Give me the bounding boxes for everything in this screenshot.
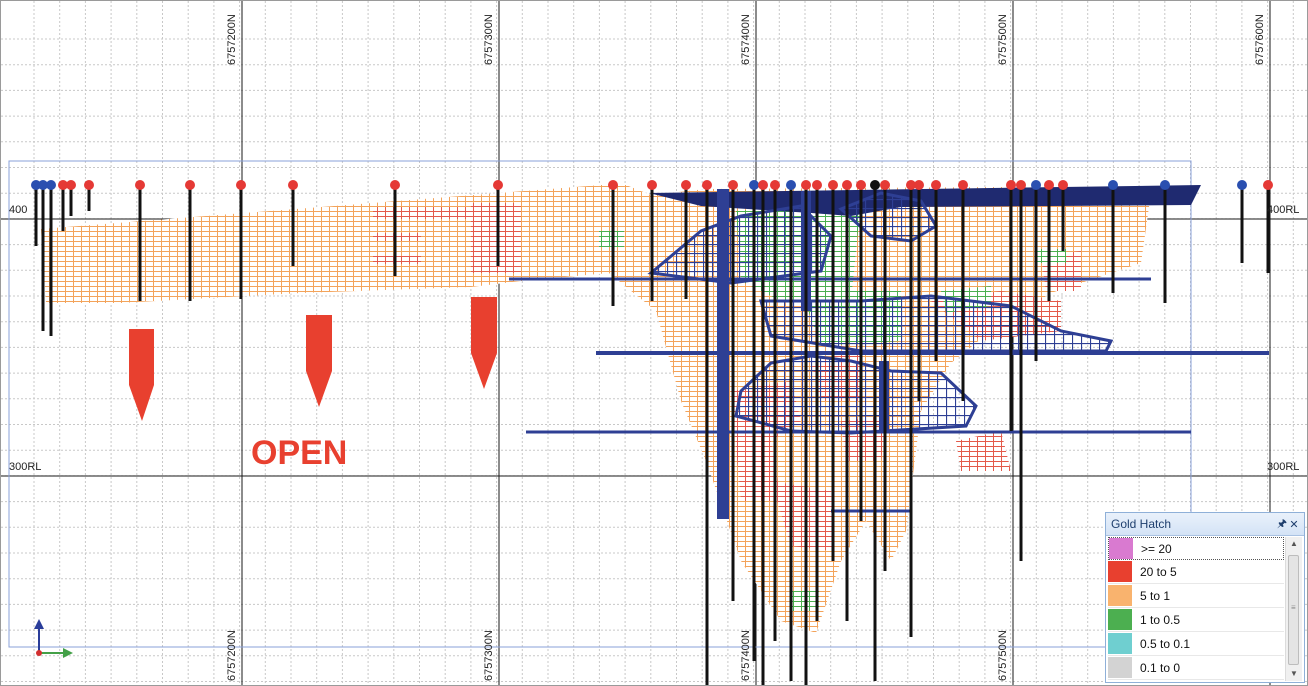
drillhole-collar (702, 180, 712, 190)
legend-item[interactable]: 5 to 1 (1108, 584, 1284, 608)
drillhole-traces (34, 185, 1270, 685)
pin-icon[interactable]: 🖈 (1276, 517, 1288, 530)
drillhole-collar (38, 180, 48, 190)
northing-label: 6757500N (997, 14, 1009, 65)
scroll-up-arrow-icon[interactable]: ▲ (1290, 539, 1298, 548)
legend-swatch (1108, 609, 1132, 630)
drillhole-collar (1006, 180, 1016, 190)
drillhole-collars (31, 180, 1273, 190)
scroll-down-arrow-icon[interactable]: ▼ (1290, 669, 1298, 678)
drillhole-collar (880, 180, 890, 190)
legend-label: 20 to 5 (1140, 564, 1177, 579)
legend-swatch (1108, 633, 1132, 654)
legend-label: 1 to 0.5 (1140, 612, 1181, 627)
drillhole-collar (84, 180, 94, 190)
rl-label: 300RL (1267, 461, 1299, 473)
legend-item[interactable]: 20 to 5 (1108, 560, 1284, 584)
northing-label: 6757200N (226, 14, 238, 65)
northing-label: 6757300N (483, 630, 495, 681)
drillhole-collar (856, 180, 866, 190)
legend-item[interactable]: 1 to 0.5 (1108, 608, 1284, 632)
drillhole-collar (870, 180, 880, 190)
drillhole-collar (46, 180, 56, 190)
drillhole-collar (135, 180, 145, 190)
drillhole-collar (236, 180, 246, 190)
legend-swatch (1108, 585, 1132, 606)
drillhole-collar (608, 180, 618, 190)
grip-icon: ≡ (1291, 603, 1296, 612)
rl-label: 300RL (9, 461, 41, 473)
legend-title: Gold Hatch (1111, 517, 1172, 531)
drillhole-collar (493, 180, 503, 190)
northing-label: 6757200N (226, 630, 238, 681)
drillhole-collar (931, 180, 941, 190)
northing-label: 6757600N (1254, 14, 1266, 65)
drillhole-collar (1160, 180, 1170, 190)
legend-swatch (1109, 538, 1133, 559)
drillhole-collar (728, 180, 738, 190)
open-arrow-3 (471, 297, 497, 389)
drillhole-collar (390, 180, 400, 190)
northing-label: 6757400N (740, 630, 752, 681)
drillhole-collar (812, 180, 822, 190)
northing-labels-top: 6757200N 6757300N 6757400N 6757500N 6757… (226, 14, 1266, 65)
drillhole-collar (58, 180, 68, 190)
drillhole-collar (1031, 180, 1041, 190)
legend-scrollbar[interactable]: ▲ ≡ ▼ (1285, 537, 1302, 681)
legend-item[interactable]: 0.5 to 0.1 (1108, 632, 1284, 656)
scroll-thumb[interactable]: ≡ (1288, 555, 1299, 665)
legend-item[interactable]: >= 20 (1108, 537, 1284, 560)
drillhole-collar (1016, 180, 1026, 190)
rl-label: 400 (9, 204, 27, 216)
northing-label: 6757300N (483, 14, 495, 65)
drillhole-collar (1237, 180, 1247, 190)
drillhole-collar (288, 180, 298, 190)
gold-hatch-legend-panel[interactable]: Gold Hatch 🖈 ✕ >= 20 20 to 5 5 to 1 1 to… (1105, 512, 1305, 683)
legend-label: 0.1 to 0 (1140, 660, 1181, 675)
drillhole-collar (786, 180, 796, 190)
legend-swatch (1108, 561, 1132, 582)
drillhole-collar (1263, 180, 1273, 190)
legend-swatch (1108, 657, 1132, 678)
legend-label: >= 20 (1141, 541, 1172, 556)
drillhole-collar (801, 180, 811, 190)
open-arrow-1 (129, 329, 154, 421)
drillhole-collar (770, 180, 780, 190)
drillhole-collar (842, 180, 852, 190)
drillhole-collar (681, 180, 691, 190)
drillhole-collar (1058, 180, 1068, 190)
legend-header[interactable]: Gold Hatch 🖈 ✕ (1106, 513, 1304, 536)
legend-label: 5 to 1 (1140, 588, 1171, 603)
drillhole-collar (1108, 180, 1118, 190)
northing-labels-bottom: 6757200N 6757300N 6757400N 6757500N (226, 630, 1009, 681)
section-window (8, 160, 1192, 648)
open-direction-arrows (129, 297, 497, 421)
drillhole-collar (647, 180, 657, 190)
drillhole-collar (1044, 180, 1054, 190)
northing-label: 6757400N (740, 14, 752, 65)
legend-list[interactable]: >= 20 20 to 5 5 to 1 1 to 0.5 0.5 to 0.1… (1108, 537, 1284, 680)
drillhole-collar (758, 180, 768, 190)
legend-item[interactable]: 0.1 to 0 (1108, 656, 1284, 680)
drillhole-collar (828, 180, 838, 190)
drillhole-collar (31, 180, 41, 190)
legend-label: 0.5 to 0.1 (1140, 636, 1191, 651)
drillhole-collar (185, 180, 195, 190)
rl-label: 400RL (1267, 204, 1299, 216)
drillhole-collar (66, 180, 76, 190)
open-arrow-2 (306, 315, 332, 407)
open-annotation: OPEN (251, 434, 347, 472)
drillhole-collar (958, 180, 968, 190)
xyz-axis-triad-icon (34, 619, 73, 658)
close-icon[interactable]: ✕ (1289, 518, 1299, 531)
drillhole-collar (914, 180, 924, 190)
drillhole-collar (749, 180, 759, 190)
northing-label: 6757500N (997, 630, 1009, 681)
drillhole-collar (906, 180, 916, 190)
